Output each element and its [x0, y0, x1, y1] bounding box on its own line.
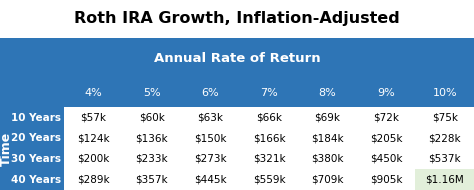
Bar: [0, 38, 474, 79]
Text: $136k: $136k: [136, 133, 168, 143]
Text: $1.16M: $1.16M: [425, 175, 464, 185]
Text: Time: Time: [0, 131, 12, 166]
Text: $124k: $124k: [77, 133, 109, 143]
Text: $75k: $75k: [432, 112, 458, 123]
Text: $233k: $233k: [136, 154, 168, 164]
Bar: [64, 128, 474, 149]
Text: $200k: $200k: [77, 154, 109, 164]
Text: Annual Rate of Return: Annual Rate of Return: [154, 52, 320, 65]
Text: $57k: $57k: [80, 112, 106, 123]
Text: $184k: $184k: [311, 133, 344, 143]
Bar: [415, 169, 474, 190]
Text: $905k: $905k: [370, 175, 402, 185]
Text: $380k: $380k: [311, 154, 344, 164]
Bar: [64, 149, 474, 169]
Text: 20 Years: 20 Years: [11, 133, 62, 143]
Text: $72k: $72k: [373, 112, 399, 123]
Text: 4%: 4%: [84, 88, 102, 98]
Text: $445k: $445k: [194, 175, 227, 185]
Text: $205k: $205k: [370, 133, 402, 143]
Text: 30 Years: 30 Years: [11, 154, 62, 164]
Text: $166k: $166k: [253, 133, 285, 143]
Bar: [64, 107, 474, 128]
Text: $66k: $66k: [256, 112, 282, 123]
Text: $63k: $63k: [198, 112, 223, 123]
Text: $450k: $450k: [370, 154, 402, 164]
Text: Roth IRA Growth, Inflation-Adjusted: Roth IRA Growth, Inflation-Adjusted: [74, 11, 400, 26]
Text: 5%: 5%: [143, 88, 161, 98]
Text: 10 Years: 10 Years: [11, 112, 62, 123]
Text: 9%: 9%: [377, 88, 395, 98]
Text: 7%: 7%: [260, 88, 278, 98]
Text: $357k: $357k: [136, 175, 168, 185]
Bar: [0, 79, 474, 107]
Text: 40 Years: 40 Years: [11, 175, 62, 185]
Text: $321k: $321k: [253, 154, 285, 164]
Text: 8%: 8%: [319, 88, 337, 98]
Text: $289k: $289k: [77, 175, 109, 185]
Text: 10%: 10%: [432, 88, 457, 98]
Text: $559k: $559k: [253, 175, 285, 185]
Text: $228k: $228k: [428, 133, 461, 143]
Text: $150k: $150k: [194, 133, 227, 143]
Text: $60k: $60k: [139, 112, 165, 123]
Text: $69k: $69k: [315, 112, 340, 123]
Text: 6%: 6%: [201, 88, 219, 98]
Text: $709k: $709k: [311, 175, 344, 185]
Text: $273k: $273k: [194, 154, 227, 164]
Text: $537k: $537k: [428, 154, 461, 164]
Bar: [64, 169, 474, 190]
